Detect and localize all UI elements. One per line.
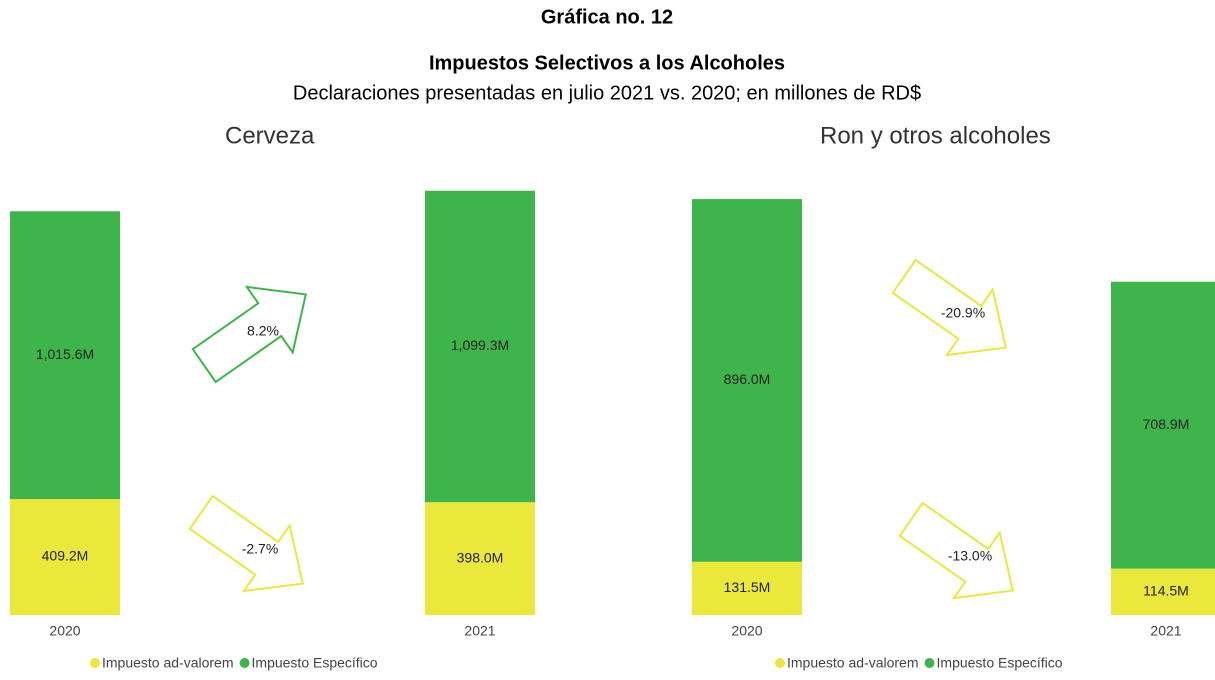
- bar-segment: [425, 190, 535, 503]
- chart-subtitle: Impuestos Selectivos a los Alcoholes: [429, 52, 785, 74]
- bar-segment: [692, 199, 802, 562]
- x-tick-label: 2021: [464, 623, 495, 639]
- chart-note: Declaraciones presentadas en julio 2021 …: [293, 82, 921, 104]
- annotation-arrow: [891, 258, 1008, 357]
- value-label: 896.0M: [724, 371, 771, 387]
- annotation-label: 8.2%: [247, 323, 279, 339]
- annotation-label: -13.0%: [948, 548, 992, 564]
- annotation-arrow: [191, 285, 308, 384]
- bar-segment: [10, 499, 120, 615]
- panel-title: Ron y otros alcoholes: [820, 122, 1051, 149]
- legend-label: Impuesto Específico: [937, 655, 1063, 671]
- x-tick-label: 2020: [731, 623, 762, 639]
- legend-swatch: [924, 658, 935, 668]
- bar-segment: [1111, 568, 1215, 615]
- legend-swatch: [775, 658, 785, 668]
- annotation-arrow: [898, 501, 1015, 600]
- value-label: 1,099.3M: [451, 337, 509, 353]
- x-tick-label: 2021: [1150, 623, 1181, 639]
- bar-segment: [1111, 281, 1215, 569]
- chart-title: Gráfica no. 12: [541, 6, 673, 28]
- panel-title: Cerveza: [225, 122, 315, 149]
- annotation-label: -2.7%: [242, 541, 279, 557]
- x-tick-label: 2020: [49, 623, 80, 639]
- annotation-label: -20.9%: [941, 305, 985, 321]
- legend-swatch: [239, 658, 250, 668]
- legend-label: Impuesto ad-valorem: [787, 655, 919, 671]
- value-label: 131.5M: [724, 579, 771, 595]
- value-label: 708.9M: [1143, 416, 1190, 432]
- legend-swatch: [90, 658, 100, 668]
- bar-segment: [10, 211, 120, 500]
- legend-label: Impuesto ad-valorem: [102, 655, 234, 671]
- annotation-arrow: [188, 494, 305, 593]
- value-label: 114.5M: [1143, 583, 1189, 599]
- value-label: 409.2M: [42, 548, 89, 564]
- bar-segment: [425, 502, 535, 615]
- value-label: 1,015.6M: [36, 346, 94, 362]
- bar-segment: [692, 561, 802, 615]
- legend-label: Impuesto Específico: [252, 655, 378, 671]
- value-label: 398.0M: [457, 549, 504, 565]
